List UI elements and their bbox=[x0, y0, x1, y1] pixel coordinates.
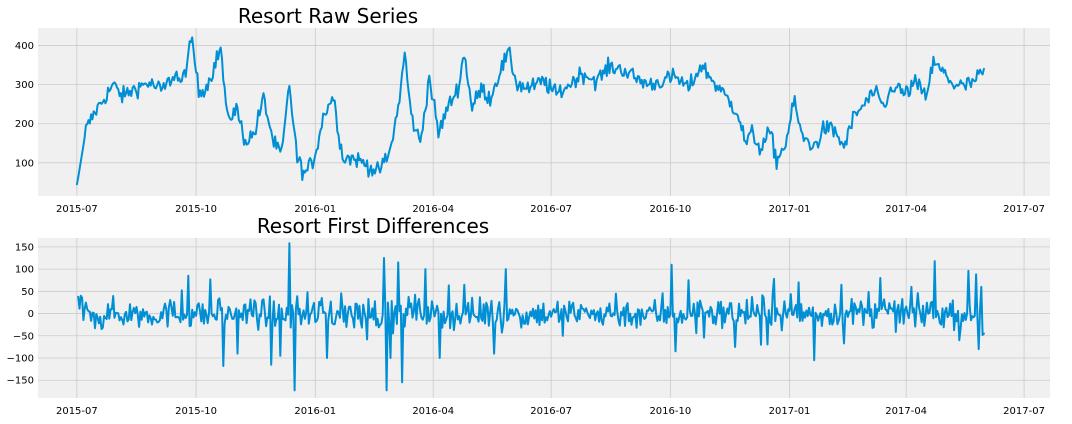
raw-series-line bbox=[75, 36, 985, 186]
first-differences-x-tick-label: 2017-01 bbox=[769, 406, 811, 417]
raw-series-x-tick-label: 2016-07 bbox=[530, 204, 572, 215]
raw-series-x-tick-label: 2016-10 bbox=[649, 204, 691, 215]
raw-series-x-tick-label: 2017-04 bbox=[885, 204, 927, 215]
first-differences-x-tick-label: 2015-10 bbox=[175, 406, 217, 417]
first-differences-x-tick-label: 2016-01 bbox=[294, 406, 336, 417]
raw-series-x-ticks: 2015-07 2015-10 2016-01 2016-04 2016-07 2016-… bbox=[56, 204, 1045, 215]
raw-series-x-tick-label: 2016-04 bbox=[412, 204, 454, 215]
first-differences-line bbox=[77, 242, 985, 392]
first-differences-x-tick-label: 2015-07 bbox=[56, 406, 98, 417]
first-differences-panel: −150 −100 −50 0 50 100 150 2015-07 2015-10 2016-… bbox=[7, 214, 1050, 417]
raw-series-title: Resort Raw Series bbox=[238, 4, 418, 28]
raw-series-x-tick-label: 2015-07 bbox=[56, 204, 98, 215]
first-differences-y-tick-label: 150 bbox=[15, 242, 34, 253]
raw-series-x-tick-label: 2017-01 bbox=[769, 204, 811, 215]
first-differences-gridlines bbox=[38, 238, 1050, 398]
first-differences-title: Resort First Differences bbox=[257, 214, 489, 238]
first-differences-y-ticks: −150 −100 −50 0 50 100 150 bbox=[7, 242, 34, 386]
first-differences-x-tick-label: 2016-04 bbox=[412, 406, 454, 417]
first-differences-y-tick-label: 50 bbox=[21, 287, 34, 298]
raw-series-x-tick-label: 2016-01 bbox=[294, 204, 336, 215]
first-differences-x-tick-label: 2016-07 bbox=[530, 406, 572, 417]
raw-series-x-tick-label: 2015-10 bbox=[175, 204, 217, 215]
first-differences-x-tick-label: 2017-04 bbox=[885, 406, 927, 417]
first-differences-y-tick-label: −50 bbox=[13, 331, 34, 342]
raw-series-y-tick-label: 300 bbox=[15, 80, 34, 91]
first-differences-y-tick-label: −100 bbox=[7, 354, 34, 365]
first-differences-x-ticks: 2015-07 2015-10 2016-01 2016-04 2016-07 2016-… bbox=[56, 406, 1045, 417]
raw-series-y-tick-label: 100 bbox=[15, 158, 34, 169]
raw-series-y-tick-label: 400 bbox=[15, 41, 34, 52]
raw-series-y-tick-label: 200 bbox=[15, 119, 34, 130]
first-differences-y-tick-label: 100 bbox=[15, 265, 34, 276]
raw-series-x-tick-label: 2017-07 bbox=[1003, 204, 1045, 215]
first-differences-x-tick-label: 2016-10 bbox=[649, 406, 691, 417]
raw-series-y-ticks: 100 200 300 400 bbox=[15, 41, 34, 169]
raw-series-plot-area bbox=[38, 28, 1050, 196]
first-differences-y-tick-label: 0 bbox=[28, 309, 34, 320]
raw-series-panel: 100 200 300 400 2015-07 2015-10 2016-01 2016-0… bbox=[15, 4, 1050, 215]
first-differences-x-tick-label: 2017-07 bbox=[1003, 406, 1045, 417]
first-differences-y-tick-label: −150 bbox=[7, 376, 34, 387]
